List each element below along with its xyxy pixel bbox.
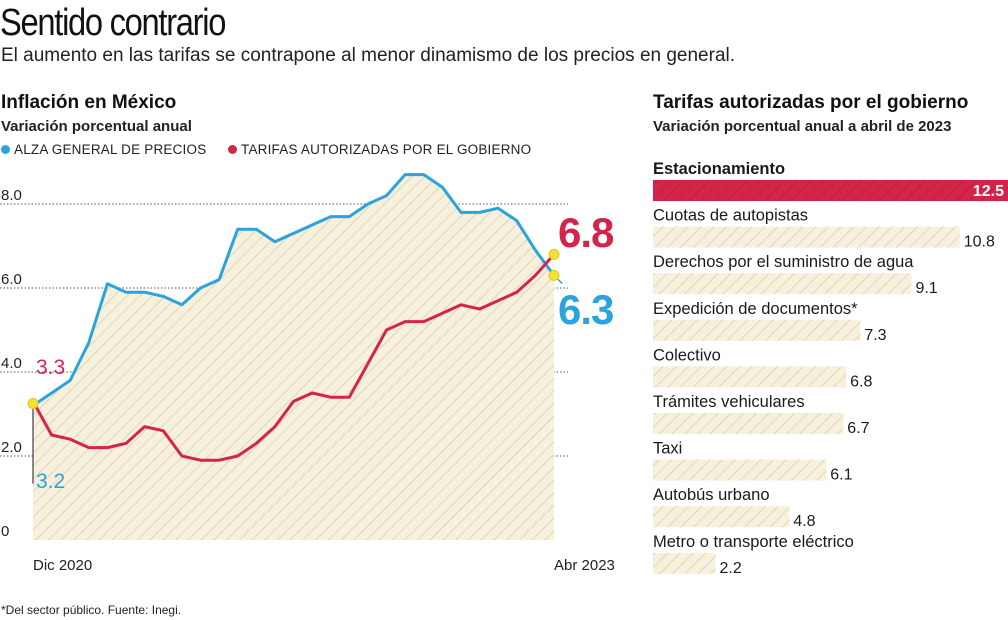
bar	[653, 552, 716, 574]
bar	[653, 273, 912, 295]
y-ticks: 0 2.0 4.0 6.0 8.0	[1, 187, 22, 540]
bar-value-label: 7.3	[864, 327, 886, 344]
inflation-area-fill	[33, 174, 554, 540]
bar-value-label: 4.8	[793, 513, 815, 530]
bar-category-label: Taxi	[653, 440, 682, 458]
bar-category-label: Trámites vehiculares	[653, 393, 805, 411]
footnote: *Del sector público. Fuente: Inegi.	[1, 603, 182, 617]
bar-category-label: Estacionamiento	[653, 160, 785, 178]
x-end-label: Abr 2023	[554, 557, 615, 574]
y-tick-label: 4.0	[1, 355, 22, 372]
bar-value-label: 6.8	[850, 373, 872, 390]
line-chart-title: Inflación en México	[1, 92, 177, 113]
red-end-value: 6.8	[558, 209, 614, 256]
x-start-label: Dic 2020	[33, 557, 92, 574]
bar-category-label: Colectivo	[653, 346, 721, 364]
bar	[653, 319, 861, 341]
series-line-tarifas	[31, 253, 556, 462]
end-marker-blue	[548, 269, 560, 281]
bar-chart-title: Tarifas autorizadas por el gobierno	[653, 92, 969, 113]
red-start-value: 3.3	[36, 356, 65, 379]
blue-end-value: 6.3	[558, 286, 613, 333]
bar	[653, 459, 827, 481]
legend-dot-blue	[1, 145, 10, 154]
y-tick-label: 6.0	[1, 271, 22, 288]
bar-value-label: 6.1	[830, 467, 852, 484]
bar	[653, 226, 960, 248]
bar-chart-subtitle: Variación porcentual anual a abril de 20…	[653, 118, 952, 135]
bar-category-label: Autobús urbano	[653, 486, 770, 504]
page-title: Sentido contrario	[0, 2, 226, 44]
line-chart: 0 2.0 4.0 6.0 8.0 3.3 3.2 6.8 6.3 Dic 2020 A…	[0, 173, 615, 574]
bar-category-label: Cuotas de autopistas	[653, 207, 808, 225]
bar-chart: Estacionamiento 12.5 Cuotas de autopistas 1…	[653, 160, 1008, 577]
bar	[653, 506, 790, 528]
legend-label-blue: ALZA GENERAL DE PRECIOS	[14, 142, 207, 157]
line-chart-subtitle: Variación porcentual anual	[1, 118, 192, 135]
y-tick-label: 0	[1, 523, 9, 540]
bars-layer: Estacionamiento 12.5 Cuotas de autopistas 1…	[653, 160, 1008, 577]
page-subtitle: El aumento en las tarifas se contrapone …	[1, 45, 736, 66]
bar-value-label: 12.5	[973, 183, 1004, 200]
bar-value-label: 6.7	[847, 420, 869, 437]
legend-label-red: TARIFAS AUTORIZADAS POR EL GOBIERNO	[241, 142, 532, 157]
bar-category-label: Derechos por el suministro de agua	[653, 253, 914, 271]
legend-item-blue: ALZA GENERAL DE PRECIOS	[1, 142, 206, 157]
blue-start-value: 3.2	[36, 470, 65, 493]
bar	[653, 366, 847, 388]
bar	[653, 413, 844, 434]
bar-value-label: 9.1	[915, 280, 937, 297]
y-tick-label: 8.0	[1, 187, 22, 204]
bar-category-label: Metro o transporte eléctrico	[653, 533, 854, 551]
y-tick-label: 2.0	[1, 439, 22, 456]
series-line-alza-general	[32, 173, 556, 407]
start-marker	[27, 398, 39, 409]
legend-item-red: TARIFAS AUTORIZADAS POR EL GOBIERNO	[228, 142, 531, 157]
end-marker-red	[548, 248, 560, 260]
bar	[653, 180, 1008, 201]
legend-dot-red	[228, 145, 237, 154]
bar-value-label: 10.8	[964, 234, 995, 251]
bar-category-label: Expedición de documentos*	[653, 300, 858, 318]
bar-value-label: 2.2	[719, 560, 741, 577]
